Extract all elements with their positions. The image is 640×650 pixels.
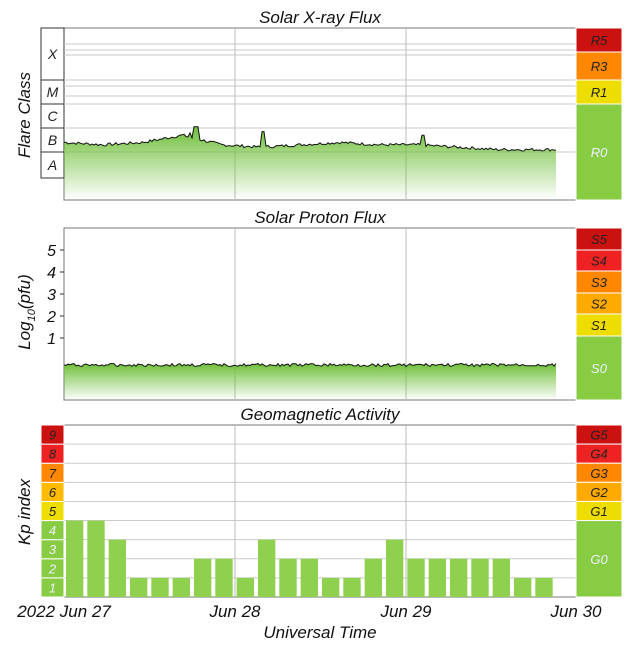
s-scale-label: S1	[591, 318, 607, 333]
kp-bar	[66, 520, 84, 597]
r-scale-box	[575, 79, 623, 105]
proton-ytick-label: 3	[47, 287, 56, 304]
flare-class-label: B	[48, 132, 57, 148]
proton-ytick-label: 4	[47, 265, 56, 282]
proton-ytick-label: 2	[46, 309, 56, 326]
proton-ylabel-sub: 10	[26, 308, 38, 321]
kp-level-label: 3	[49, 542, 57, 557]
s-scale-label: S5	[591, 232, 608, 247]
s-scale-label: S2	[591, 297, 608, 312]
xray-flux-fill	[64, 126, 556, 200]
proton-flux-line	[63, 362, 557, 368]
kp-bar	[172, 577, 190, 597]
kp-level-box	[40, 424, 65, 445]
proton-ylabel-main: Log	[15, 321, 34, 350]
proton-ylabel-tail: (pfu)	[15, 274, 34, 309]
kp-level-label: 1	[49, 580, 56, 595]
x-tick-jun30: Jun 30	[549, 602, 602, 621]
kp-level-label: 4	[49, 523, 56, 538]
kp-bar	[108, 539, 126, 597]
kp-level-label: 8	[49, 447, 57, 462]
s-scale-label: S0	[591, 361, 608, 376]
g-scale-label: G2	[590, 485, 608, 500]
geomag-title: Geomagnetic Activity	[240, 405, 401, 424]
flare-class-label: M	[47, 84, 59, 100]
proton-ytick-label: 5	[47, 243, 56, 260]
kp-bar	[194, 558, 212, 597]
kp-bar	[215, 558, 233, 597]
g-scale-label: G4	[590, 447, 607, 462]
geomag-layer: 1 2 3 4 5 6 7 8 9 G5 G4 G3 G2 G1 G0	[40, 424, 623, 598]
kp-bar	[236, 577, 254, 597]
geomag-ylabel: Kp index	[15, 478, 34, 545]
s-scale-label: S4	[591, 254, 607, 269]
x-tick-jun27: 2022 Jun 27	[16, 602, 111, 621]
g-scale-label: G3	[590, 466, 608, 481]
x-axis-title: Universal Time	[263, 623, 376, 642]
kp-bar	[343, 577, 361, 597]
r-scale-box	[575, 27, 623, 53]
g-scale-label: G1	[590, 504, 607, 519]
x-tick-jun29: Jun 29	[379, 602, 432, 621]
g-scale-label: G5	[590, 428, 608, 443]
proton-layer: 1 2 3 4 5 S5 S4 S3 S2 S1 S0	[46, 227, 623, 401]
xray-ylabel: Flare Class	[15, 72, 34, 158]
kp-bar	[514, 577, 532, 597]
kp-bar	[386, 539, 404, 597]
kp-level-label: 5	[49, 504, 57, 519]
kp-bar	[151, 577, 169, 597]
kp-bar	[87, 520, 105, 597]
kp-bar	[492, 558, 510, 597]
r-scale-label: R3	[591, 59, 608, 74]
kp-bar	[300, 558, 318, 597]
r-scale-label: R1	[591, 85, 608, 100]
proton-flux-fill	[64, 363, 556, 400]
r-scale-box	[575, 51, 623, 81]
flare-class-label: X	[47, 46, 58, 62]
kp-bar	[428, 558, 446, 597]
s-scale-box	[575, 335, 623, 401]
flare-class-label: A	[47, 157, 57, 173]
kp-bar	[130, 577, 148, 597]
r-scale-box	[575, 103, 623, 201]
kp-bar	[322, 577, 340, 597]
kp-bar	[407, 558, 425, 597]
kp-bar	[471, 558, 489, 597]
s-scale-label: S3	[591, 275, 608, 290]
kp-level-label: 6	[49, 485, 57, 500]
geomag-plot-area	[63, 424, 577, 598]
kp-bar	[450, 558, 468, 597]
kp-bar	[364, 558, 382, 597]
g-scale-label: G0	[590, 552, 608, 567]
proton-ylabel: Log10(pfu)	[15, 274, 38, 350]
kp-bar	[258, 539, 276, 597]
x-tick-jun28: Jun 28	[208, 602, 261, 621]
g-scale-box	[575, 520, 623, 598]
xray-flux-line	[63, 126, 557, 152]
kp-bar	[279, 558, 297, 597]
kp-level-label: 9	[49, 428, 56, 443]
r-scale-label: R0	[591, 145, 608, 160]
proton-ytick-label: 1	[47, 331, 56, 348]
xray-title: Solar X-ray Flux	[259, 8, 381, 27]
kp-level-label: 7	[49, 466, 57, 481]
kp-level-label: 2	[48, 561, 57, 576]
kp-bar	[535, 577, 553, 597]
proton-title: Solar Proton Flux	[254, 208, 386, 227]
r-scale-label: R5	[591, 33, 608, 48]
flare-class-label: C	[47, 108, 58, 124]
